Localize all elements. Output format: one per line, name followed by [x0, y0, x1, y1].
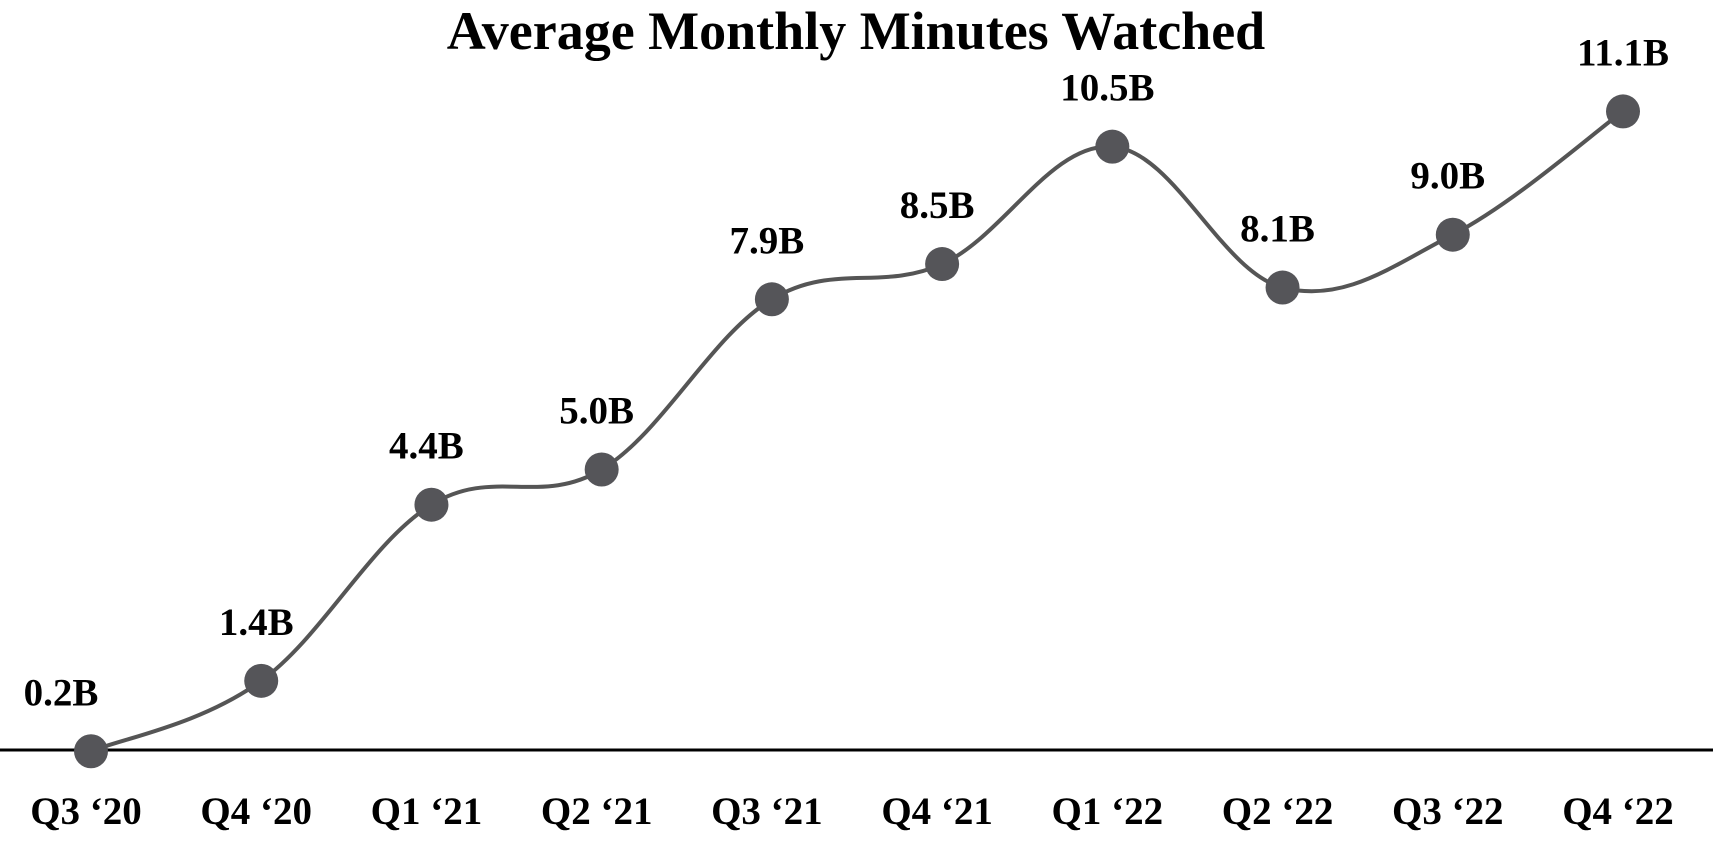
data-point-marker	[244, 663, 279, 698]
data-label: 5.0B	[559, 390, 634, 433]
data-label: 4.4B	[389, 425, 464, 468]
data-point-marker	[584, 452, 619, 487]
x-tick-label: Q4 ‘22	[1562, 790, 1674, 833]
data-point-marker	[1095, 129, 1130, 164]
x-tick-label: Q4 ‘21	[881, 790, 993, 833]
x-tick-label: Q2 ‘22	[1222, 790, 1334, 833]
x-tick-label: Q2 ‘21	[541, 790, 653, 833]
data-point-marker	[1435, 217, 1470, 252]
data-label: 8.1B	[1240, 208, 1315, 251]
x-tick-labels: Q3 ‘20 Q4 ‘20 Q1 ‘21 Q2 ‘21 Q3 ‘21 Q4 ‘21 Q1 ‘…	[30, 790, 1674, 833]
series-line	[89, 109, 1625, 754]
data-labels: 0.2B 1.4B 4.4B 5.0B 7.9B 8.5B 10.5B 8.1B 9.0B 11.…	[24, 31, 1669, 714]
data-label: 11.1B	[1577, 31, 1669, 74]
data-point-marker	[1606, 94, 1640, 129]
data-point-marker	[74, 734, 108, 769]
data-markers	[74, 94, 1640, 769]
data-label: 9.0B	[1410, 155, 1485, 198]
data-point-marker	[1265, 270, 1300, 305]
data-point-marker	[925, 247, 960, 282]
data-label: 0.2B	[24, 671, 99, 714]
data-point-marker	[754, 282, 789, 317]
data-label: 1.4B	[219, 601, 294, 644]
x-tick-label: Q1 ‘22	[1052, 790, 1164, 833]
x-tick-label: Q3 ‘22	[1392, 790, 1504, 833]
data-label: 7.9B	[730, 219, 805, 262]
x-tick-label: Q1 ‘21	[371, 790, 483, 833]
x-tick-label: Q3 ‘21	[711, 790, 823, 833]
data-point-marker	[414, 487, 449, 522]
x-tick-label: Q4 ‘20	[200, 790, 312, 833]
x-tick-label: Q3 ‘20	[30, 790, 142, 833]
data-label: 8.5B	[900, 184, 975, 227]
data-label: 10.5B	[1060, 67, 1154, 110]
chart-title: Average Monthly Minutes Watched	[447, 1, 1265, 61]
